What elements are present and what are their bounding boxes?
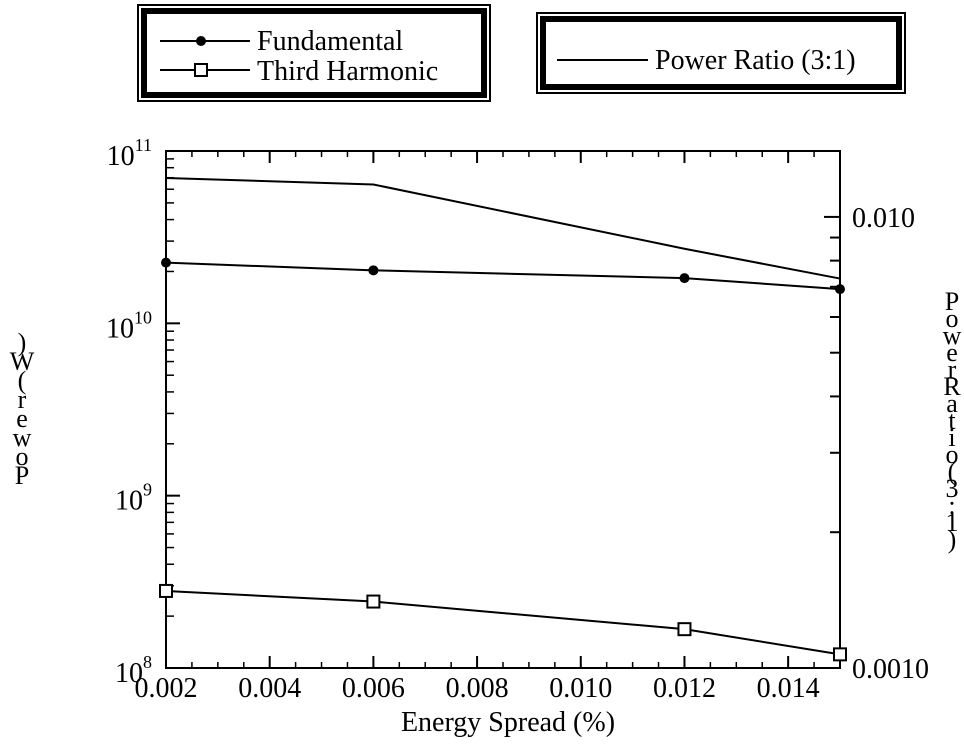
y-left-axis-label: Power(W) [10, 328, 35, 490]
x-tick-label: 0.002 [135, 673, 198, 704]
y-left-tick-label: 1011 [107, 135, 152, 172]
series-line-third-harmonic [165, 589, 841, 656]
y-right-tick-label: 0.0010 [852, 654, 929, 685]
data-point-fundamental [835, 284, 845, 295]
y-right-label-char: w [943, 321, 962, 350]
legend-fundamental-label: Fundamental [257, 26, 403, 57]
series-power-ratio-3-1 [165, 176, 841, 280]
y-right-label-char: o [946, 440, 959, 469]
legend-power-ratio-label: Power Ratio (3:1) [655, 45, 856, 76]
y-right-label-char: ) [948, 525, 957, 554]
y-left-axis-tick-labels: 108 109 1010 1011 [106, 135, 152, 689]
plot-frame [165, 150, 841, 669]
y-left-label-char: e [16, 404, 28, 433]
legend-right-box: Power Ratio (3:1) [536, 12, 906, 94]
x-tick-label: 0.014 [757, 673, 820, 704]
y-left-label-char: ) [18, 328, 27, 357]
data-point-fundamental [679, 273, 690, 284]
y-left-axis-ticks [166, 150, 180, 669]
data-point-fundamental [161, 257, 171, 268]
y-right-label-char: : [948, 491, 955, 520]
y-left-label-char: ( [18, 366, 27, 395]
y-left-tick-label: 109 [115, 480, 152, 517]
series-layer [159, 176, 847, 662]
x-axis-ticks [165, 151, 841, 668]
y-right-label-char: e [946, 338, 958, 367]
y-right-label-char: 3 [946, 474, 959, 503]
series-line-fundamental [165, 261, 841, 291]
y-right-label-char: r [948, 355, 957, 384]
y-right-label-char: t [948, 406, 956, 435]
x-axis-tick-labels: 0.002 0.004 0.006 0.008 0.010 0.012 0.014 [135, 673, 820, 704]
x-tick-label: 0.004 [238, 673, 301, 704]
y-left-label-char: P [15, 461, 29, 490]
y-left-label-char: w [13, 423, 32, 452]
legend-third-harmonic-label: Third Harmonic [257, 56, 438, 87]
y-right-label-char: ( [948, 457, 957, 486]
x-tick-label: 0.008 [446, 673, 509, 704]
data-point-third-harmonic [366, 594, 381, 609]
data-point-third-harmonic [677, 622, 692, 637]
series-line-power-ratio-3-1 [165, 176, 841, 280]
y-left-tick-label: 1010 [106, 307, 152, 344]
series-fundamental [161, 257, 845, 295]
y-right-label-char: o [946, 304, 959, 333]
y-right-tick-label: 0.010 [852, 203, 915, 234]
legend-item-power-ratio: Power Ratio (3:1) [557, 45, 856, 76]
y-right-axis-ticks [824, 215, 840, 669]
legend-left-box: Fundamental Third Harmonic [137, 4, 491, 102]
x-tick-label: 0.010 [549, 673, 612, 704]
data-point-third-harmonic [159, 583, 173, 598]
y-left-tick-label: 108 [115, 652, 152, 689]
y-right-label-char: P [945, 287, 959, 316]
x-tick-label: 0.012 [653, 673, 716, 704]
x-tick-label: 0.006 [342, 673, 405, 704]
y-left-label-char: W [10, 347, 35, 376]
data-point-third-harmonic [833, 647, 847, 662]
x-axis-label: Energy Spread (%) [401, 707, 615, 738]
y-right-label-char: a [946, 389, 958, 418]
legend-fundamental-marker-icon [196, 36, 206, 46]
y-right-label-char: i [948, 423, 955, 452]
data-point-fundamental [368, 265, 379, 276]
y-left-label-char: r [18, 385, 27, 414]
y-right-label-char: R [943, 372, 961, 401]
legend-item-fundamental: Fundamental [160, 26, 403, 57]
y-left-label-char: o [16, 442, 29, 471]
legend-item-third-harmonic: Third Harmonic [160, 56, 438, 87]
series-third-harmonic [159, 583, 847, 662]
y-right-axis-tick-labels: 0.0010 0.010 [852, 203, 929, 685]
legend-third-harmonic-marker-icon [194, 63, 208, 77]
y-right-label-char: 1 [946, 508, 959, 537]
